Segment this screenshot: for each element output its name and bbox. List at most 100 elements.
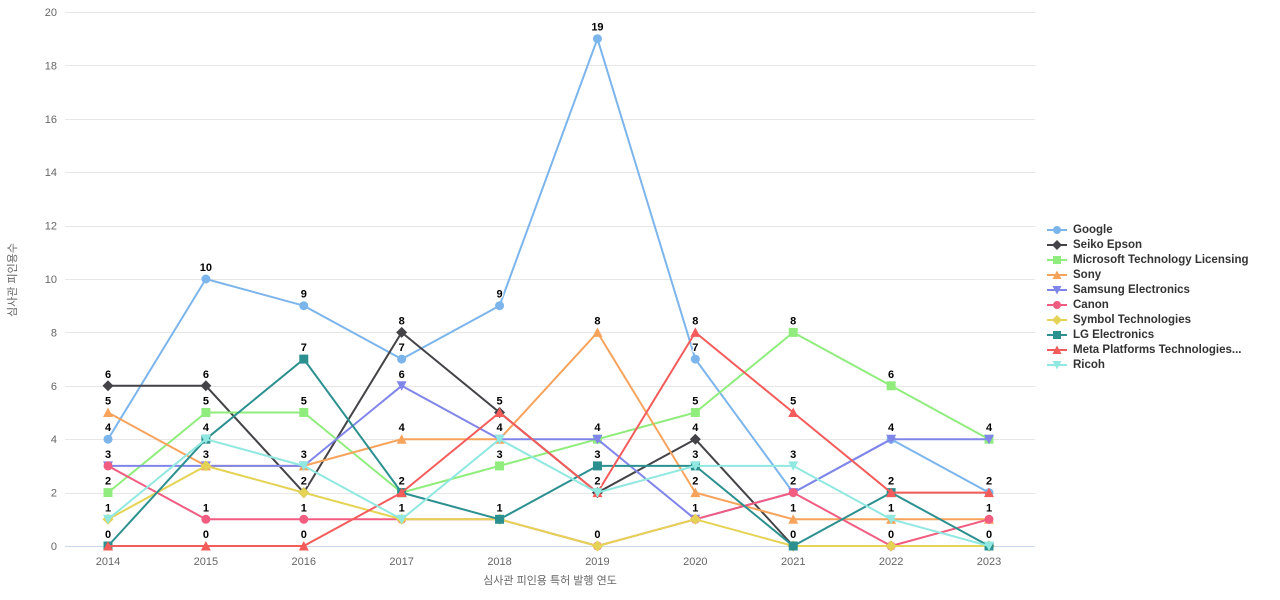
legend-shape[interactable] xyxy=(1053,225,1061,234)
legend-shape[interactable] xyxy=(1053,300,1061,309)
data-point[interactable] xyxy=(689,513,701,525)
data-label: 3 xyxy=(790,449,796,461)
data-point[interactable] xyxy=(494,434,505,445)
data-point[interactable] xyxy=(103,541,113,551)
data-point[interactable] xyxy=(299,301,309,311)
data-point[interactable] xyxy=(788,327,798,337)
data-label: 4 xyxy=(496,422,503,434)
legend-shape[interactable] xyxy=(1052,345,1062,354)
legend-item-sony[interactable]: Sony xyxy=(1046,267,1249,282)
data-point[interactable] xyxy=(201,274,211,284)
legend-item-meta[interactable]: Meta Platforms Technologies... xyxy=(1046,342,1249,357)
data-point[interactable] xyxy=(397,354,407,364)
data-point[interactable] xyxy=(299,408,309,417)
data-point[interactable] xyxy=(788,488,798,498)
data-point[interactable] xyxy=(690,487,701,498)
data-point[interactable] xyxy=(200,460,212,472)
legend-label: Seiko Epson xyxy=(1073,238,1143,251)
data-label: 10 xyxy=(200,262,212,274)
data-label: 1 xyxy=(399,502,405,514)
data-point[interactable] xyxy=(690,461,701,471)
data-point[interactable] xyxy=(591,540,603,552)
data-point[interactable] xyxy=(396,434,407,444)
data-point[interactable] xyxy=(886,487,897,498)
data-point[interactable] xyxy=(690,327,701,337)
data-point[interactable] xyxy=(984,541,994,552)
data-point[interactable] xyxy=(495,301,505,311)
y-tick-label: 20 xyxy=(45,7,57,19)
data-point[interactable] xyxy=(592,434,603,445)
data-point[interactable] xyxy=(102,380,114,392)
data-point[interactable] xyxy=(396,514,407,525)
data-label: 1 xyxy=(203,502,209,514)
data-point[interactable] xyxy=(592,327,603,337)
data-point[interactable] xyxy=(396,326,408,338)
data-label: 1 xyxy=(496,502,502,514)
data-point[interactable] xyxy=(886,514,897,525)
data-point[interactable] xyxy=(592,488,603,498)
data-point[interactable] xyxy=(103,488,113,498)
data-point[interactable] xyxy=(984,487,994,498)
series-line xyxy=(107,464,990,547)
data-point[interactable] xyxy=(592,461,602,471)
data-point[interactable] xyxy=(396,381,407,391)
legend-item-seiko-epson[interactable]: Seiko Epson xyxy=(1046,237,1249,252)
data-label: 3 xyxy=(203,449,209,461)
data-point[interactable] xyxy=(298,461,309,471)
data-point[interactable] xyxy=(298,487,310,499)
legend-item-microsoft[interactable]: Microsoft Technology Licensing xyxy=(1046,252,1249,267)
data-point[interactable] xyxy=(103,514,113,525)
legend-shape[interactable] xyxy=(1053,330,1061,339)
legend-shape[interactable] xyxy=(1052,270,1062,279)
data-point[interactable] xyxy=(788,541,798,551)
data-point[interactable] xyxy=(299,354,309,364)
data-point[interactable] xyxy=(886,381,896,391)
data-point[interactable] xyxy=(886,434,897,445)
legend-item-canon[interactable]: Canon xyxy=(1046,297,1249,312)
data-point[interactable] xyxy=(885,540,897,552)
data-point[interactable] xyxy=(788,461,799,471)
x-tick-label: 2015 xyxy=(194,556,218,568)
legend-shape[interactable] xyxy=(1052,360,1062,370)
legend-item-ricoh[interactable]: Ricoh xyxy=(1046,357,1249,372)
data-point[interactable] xyxy=(299,514,309,524)
data-point[interactable] xyxy=(200,541,211,551)
legend-item-google[interactable]: Google xyxy=(1046,222,1249,237)
data-label: 2 xyxy=(790,476,796,488)
data-point[interactable] xyxy=(984,514,994,524)
legend-item-lg[interactable]: LG Electronics xyxy=(1046,327,1249,342)
legend-shape[interactable] xyxy=(1052,285,1062,295)
data-label: 5 xyxy=(692,396,698,408)
data-label: 1 xyxy=(986,502,992,514)
data-point[interactable] xyxy=(788,407,799,418)
data-point[interactable] xyxy=(298,541,309,551)
data-point[interactable] xyxy=(984,434,994,445)
data-point[interactable] xyxy=(592,34,602,44)
data-point[interactable] xyxy=(495,514,505,524)
y-tick-label: 4 xyxy=(51,434,57,446)
data-point[interactable] xyxy=(788,514,799,524)
y-tick-label: 18 xyxy=(45,60,57,72)
data-point[interactable] xyxy=(494,407,505,418)
legend-item-symbol[interactable]: Symbol Technologies xyxy=(1046,312,1249,327)
data-point[interactable] xyxy=(200,434,211,445)
data-point[interactable] xyxy=(200,380,212,392)
data-point[interactable] xyxy=(201,408,211,417)
data-point[interactable] xyxy=(690,408,700,417)
data-point[interactable] xyxy=(396,487,407,498)
data-point[interactable] xyxy=(689,433,701,445)
data-point[interactable] xyxy=(495,461,505,471)
legend-marker-icon xyxy=(1047,239,1067,250)
legend-item-samsung[interactable]: Samsung Electronics xyxy=(1046,282,1249,297)
data-label: 3 xyxy=(105,449,111,461)
data-point[interactable] xyxy=(201,514,211,524)
legend-shape[interactable] xyxy=(1053,255,1061,264)
data-point[interactable] xyxy=(103,461,113,471)
data-point[interactable] xyxy=(103,407,113,418)
data-point[interactable] xyxy=(690,354,700,364)
data-point[interactable] xyxy=(103,434,113,444)
legend-shape[interactable] xyxy=(1052,314,1062,325)
legend-shape[interactable] xyxy=(1052,239,1062,250)
data-label: 8 xyxy=(692,315,698,327)
